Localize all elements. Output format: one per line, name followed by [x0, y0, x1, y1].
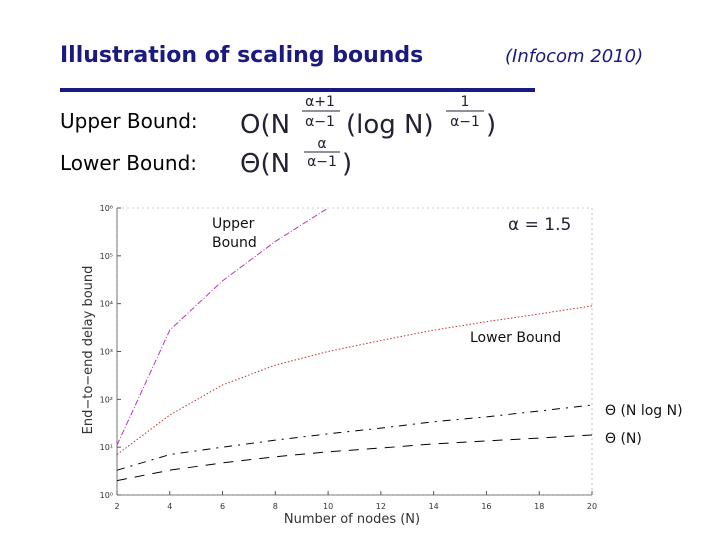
x-tick-label: 8: [273, 502, 278, 511]
formula-part: Θ(N: [240, 149, 290, 179]
formula-part: 1: [461, 94, 470, 110]
y-tick-label: 10⁴: [100, 300, 113, 309]
slide-subtitle: (Infocom 2010): [505, 46, 643, 67]
y-tick-label: 10⁰: [100, 491, 113, 500]
series-label: Lower Bound: [470, 330, 561, 346]
x-tick-label: 2: [114, 502, 119, 511]
slide-title: Illustration of scaling bounds: [60, 43, 423, 68]
y-tick-label: 10⁵: [100, 252, 113, 261]
lower-formula: Θ(N α α−1 ): [240, 136, 352, 179]
x-tick-label: 10: [323, 502, 333, 511]
x-tick-label: 20: [587, 502, 597, 511]
series-line: [116, 404, 593, 471]
annotation: α = 1.5: [508, 215, 571, 235]
formula-part: α−1: [450, 114, 480, 130]
series-line: [116, 305, 593, 455]
x-tick-label: 4: [167, 502, 172, 511]
x-tick-label: 16: [481, 502, 491, 511]
lower-label: Lower Bound:: [60, 151, 197, 175]
formula-part: α+1: [305, 94, 335, 110]
series-label: Upper Bound: [212, 216, 257, 251]
y-tick-label: 10³: [100, 348, 113, 357]
upper-label: Upper Bound:: [60, 109, 198, 133]
x-tick-label: 12: [376, 502, 386, 511]
y-tick-label: 10⁶: [100, 204, 113, 213]
formula-part: ): [486, 110, 496, 140]
x-axis-label: Number of nodes (N): [284, 512, 420, 527]
formula-part: α−1: [305, 114, 335, 130]
formula-part: O(N: [240, 110, 290, 140]
x-tick-label: 6: [220, 502, 225, 511]
series-label: Θ (N): [605, 431, 642, 447]
formula-part: (log N): [346, 110, 434, 140]
formula-part: α−1: [307, 154, 337, 170]
series-label: Θ (N log N): [605, 403, 683, 419]
series-line: [116, 207, 329, 446]
x-tick-label: 18: [534, 502, 544, 511]
y-tick-label: 10¹: [100, 443, 113, 452]
x-tick-label: 14: [429, 502, 439, 511]
series-line: [116, 434, 593, 482]
formula-part: ): [342, 149, 352, 179]
y-tick-label: 10²: [100, 395, 113, 404]
upper-formula: O(N α+1 α−1 (log N) 1 α−1 ): [240, 94, 496, 140]
formula-part: α: [317, 136, 326, 152]
y-axis-label: End−to−end delay bound: [81, 266, 96, 435]
